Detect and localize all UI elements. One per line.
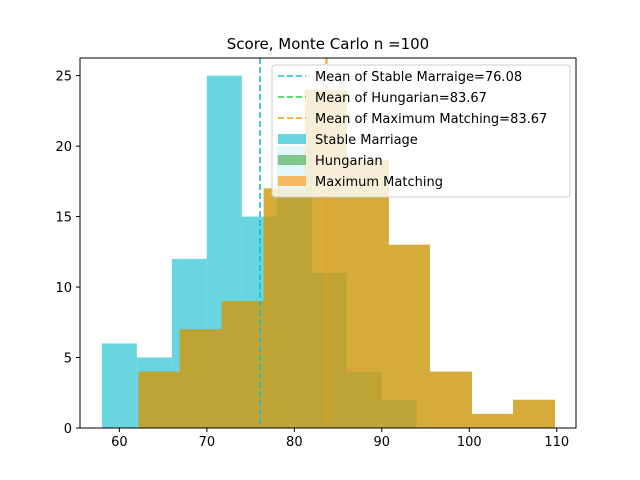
x-tick-label-1: 70 [199, 435, 216, 450]
legend-label-mean-1: Mean of Hungarian=83.67 [315, 91, 487, 106]
bar-series-2-bin-7 [429, 371, 472, 428]
bar-series-2-bin-0 [138, 371, 180, 428]
legend-box [271, 64, 571, 198]
legend-label-series-0: Stable Marriage [315, 133, 418, 148]
legend-label-series-1: Hungarian [315, 154, 383, 169]
legend-label-mean-2: Mean of Maximum Matching=83.67 [315, 112, 547, 127]
legend-label-series-2: Maximum Matching [315, 175, 443, 190]
mean-lines-layer [259, 58, 328, 428]
x-tick-label-2: 80 [286, 435, 303, 450]
bar-series-2-bin-9 [513, 399, 556, 428]
bar-series-2-bin-8 [471, 413, 514, 428]
x-tick-label-5: 110 [544, 435, 569, 450]
x-axis: 60 70 80 90 100 110 [111, 428, 569, 450]
bar-series-2-bin-3 [263, 188, 305, 428]
legend: Mean of Stable Marraige=76.08 Mean of Hun… [271, 64, 571, 198]
y-tick-label-5: 25 [55, 70, 72, 85]
x-tick-label-0: 60 [111, 435, 128, 450]
legend-swatch-series-0 [278, 134, 306, 144]
legend-swatch-series-2 [278, 176, 306, 186]
bar-series-2-bin-2 [221, 301, 264, 428]
bar-series-2-bin-5 [346, 160, 389, 428]
series-2 [138, 89, 556, 429]
legend-swatch-series-1 [278, 155, 306, 165]
bar-series-0-bin-0 [101, 343, 137, 428]
bar-series-2-bin-6 [388, 244, 430, 428]
y-tick-label-4: 20 [55, 140, 72, 155]
plot-frame [79, 57, 577, 429]
y-axis: 0 5 10 15 20 25 [55, 70, 80, 437]
legend-label-mean-0: Mean of Stable Marraige=76.08 [315, 70, 522, 85]
chart-title: Score, Monte Carlo n =100 [227, 35, 429, 53]
bar-series-2-bin-1 [179, 329, 222, 428]
y-tick-label-3: 15 [55, 211, 72, 226]
y-tick-label-0: 0 [64, 422, 72, 437]
x-tick-label-4: 100 [457, 435, 482, 450]
y-tick-label-2: 10 [55, 281, 72, 296]
x-tick-label-3: 90 [374, 435, 391, 450]
y-tick-label-1: 5 [64, 352, 72, 367]
